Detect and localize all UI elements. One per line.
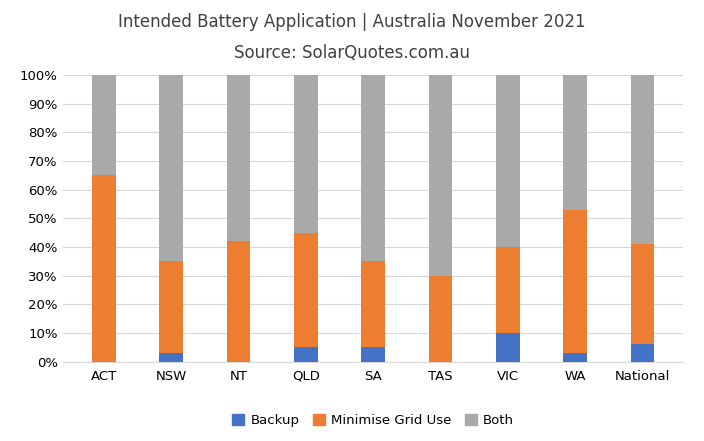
Text: Intended Battery Application | Australia November 2021: Intended Battery Application | Australia… [118, 13, 586, 31]
Bar [294, 233, 318, 348]
Bar [159, 261, 183, 353]
Bar [631, 244, 654, 344]
Bar [429, 75, 452, 276]
Bar [92, 75, 115, 175]
Bar [496, 333, 520, 362]
Bar [294, 75, 318, 233]
Bar [496, 75, 520, 247]
Legend: Backup, Minimise Grid Use, Both: Backup, Minimise Grid Use, Both [227, 408, 520, 432]
Bar [563, 75, 587, 209]
Bar [361, 348, 385, 362]
Text: Source: SolarQuotes.com.au: Source: SolarQuotes.com.au [234, 44, 470, 62]
Bar [227, 241, 250, 362]
Bar [294, 348, 318, 362]
Bar [159, 353, 183, 362]
Bar [631, 344, 654, 362]
Bar [361, 75, 385, 261]
Bar [159, 75, 183, 261]
Bar [361, 261, 385, 348]
Bar [563, 353, 587, 362]
Bar [429, 276, 452, 362]
Bar [631, 75, 654, 244]
Bar [563, 209, 587, 353]
Bar [92, 175, 115, 362]
Bar [496, 247, 520, 333]
Bar [227, 75, 250, 241]
